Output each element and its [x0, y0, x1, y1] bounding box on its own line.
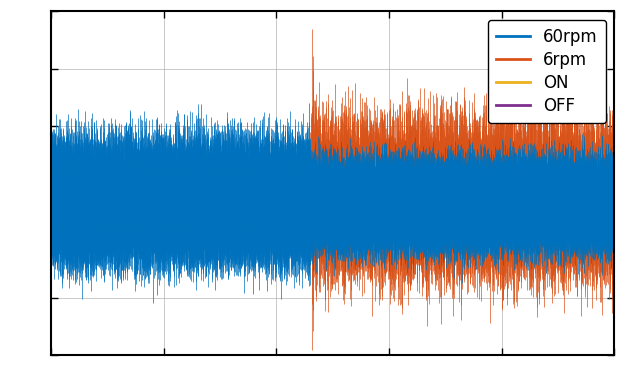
Legend: 60rpm, 6rpm, ON, OFF: 60rpm, 6rpm, ON, OFF — [488, 20, 606, 123]
